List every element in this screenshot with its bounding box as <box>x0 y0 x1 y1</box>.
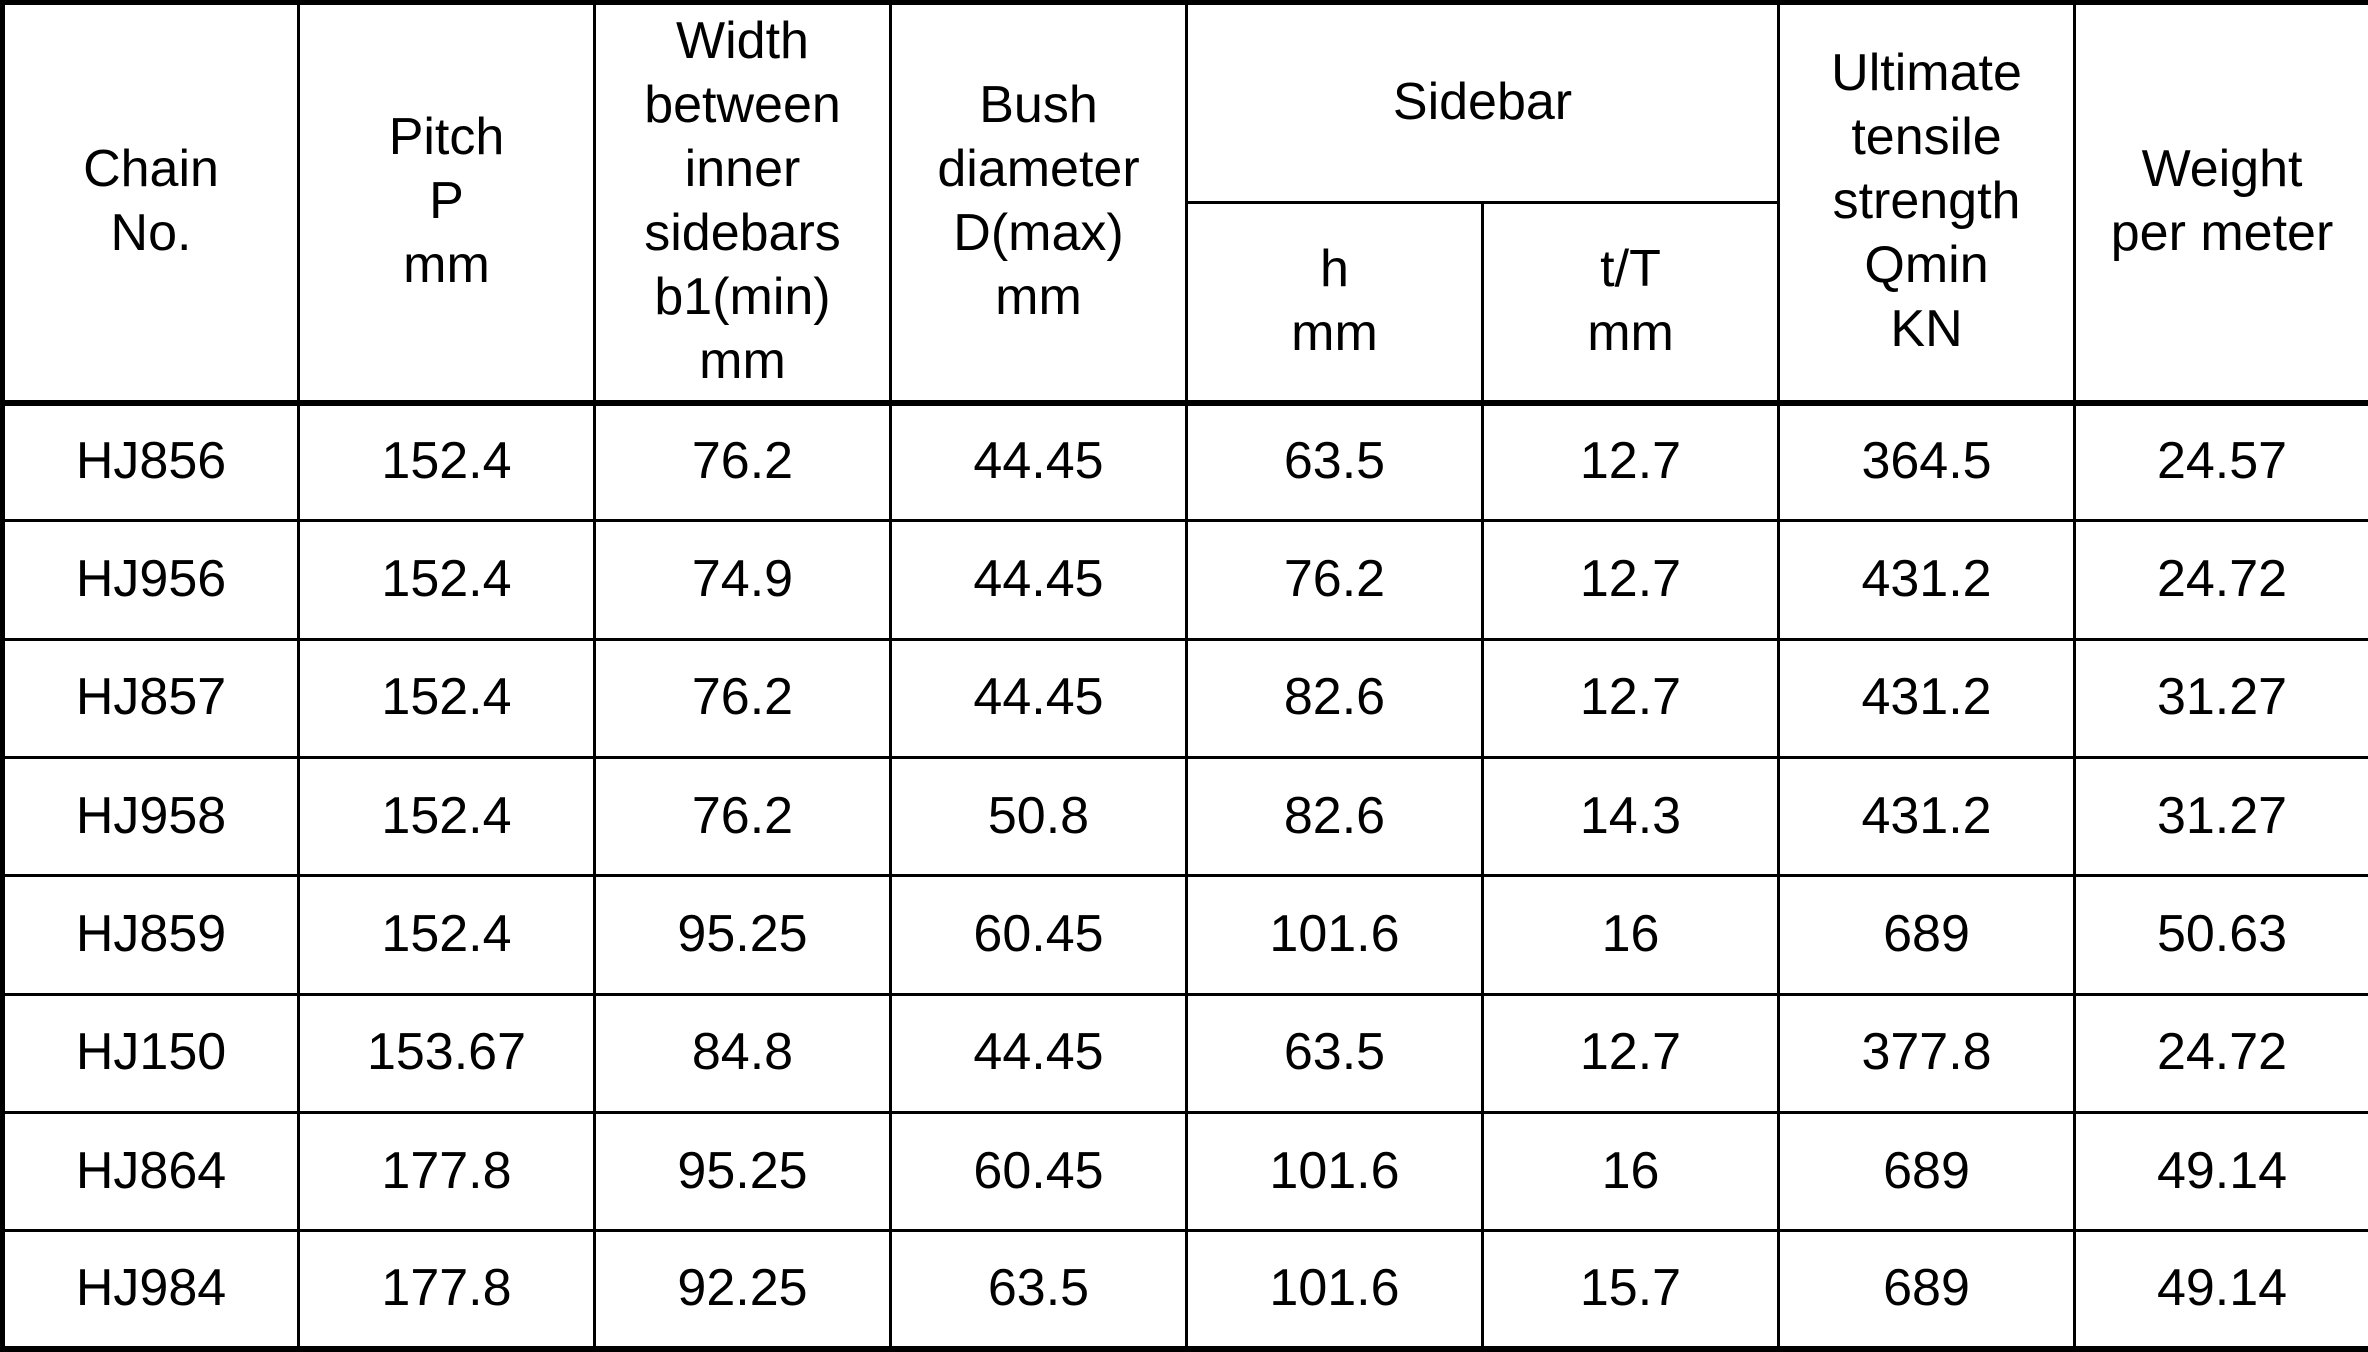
cell-bush-diameter: 44.45 <box>889 519 1188 641</box>
table-row-hj857: HJ857 152.4 76.2 44.45 82.6 12.7 431.2 3… <box>1 637 2368 759</box>
table-row-hj984: HJ984 177.8 92.25 63.5 101.6 15.7 689 49… <box>1 1229 2368 1352</box>
cell-pitch: 177.8 <box>297 1229 596 1352</box>
cell-weight-per-meter: 31.27 <box>2073 755 2368 878</box>
cell-sidebar-h: 76.2 <box>1185 519 1484 641</box>
cell-width-inner-sidebars: 76.2 <box>593 637 892 759</box>
cell-weight-per-meter: 24.72 <box>2073 992 2368 1114</box>
cell-chain-no: HJ956 <box>1 519 300 641</box>
cell-ultimate-tensile-strength: 364.5 <box>1777 399 2077 523</box>
table-row-hj958: HJ958 152.4 76.2 50.8 82.6 14.3 431.2 31… <box>1 755 2368 878</box>
cell-bush-diameter: 50.8 <box>889 755 1188 878</box>
cell-chain-no: HJ859 <box>1 874 300 996</box>
cell-sidebar-h: 82.6 <box>1185 637 1484 759</box>
cell-sidebar-h: 82.6 <box>1185 755 1484 878</box>
cell-weight-per-meter: 49.14 <box>2073 1229 2368 1352</box>
cell-width-inner-sidebars: 76.2 <box>593 755 892 878</box>
cell-ultimate-tensile-strength: 689 <box>1777 1110 2077 1233</box>
cell-sidebar-h: 101.6 <box>1185 874 1484 996</box>
cell-weight-per-meter: 24.72 <box>2073 519 2368 641</box>
col-group-header-sidebar: Sidebar <box>1184 1 1781 204</box>
cell-width-inner-sidebars: 84.8 <box>593 992 892 1114</box>
cell-pitch: 153.67 <box>297 992 596 1114</box>
cell-weight-per-meter: 24.57 <box>2073 399 2368 523</box>
cell-chain-no: HJ958 <box>1 755 300 878</box>
cell-weight-per-meter: 49.14 <box>2073 1110 2368 1233</box>
cell-ultimate-tensile-strength: 689 <box>1777 1229 2077 1352</box>
cell-sidebar-t-T: 12.7 <box>1480 519 1781 641</box>
table-row-hj856: HJ856 152.4 76.2 44.45 63.5 12.7 364.5 2… <box>1 399 2368 523</box>
cell-width-inner-sidebars: 95.25 <box>593 874 892 996</box>
cell-sidebar-h: 63.5 <box>1185 992 1484 1114</box>
cell-pitch: 152.4 <box>297 755 596 878</box>
col-header-pitch: Pitch P mm <box>297 1 596 404</box>
table-row-hj150: HJ150 153.67 84.8 44.45 63.5 12.7 377.8 … <box>1 992 2368 1114</box>
cell-width-inner-sidebars: 76.2 <box>593 399 892 523</box>
cell-sidebar-t-T: 14.3 <box>1480 755 1781 878</box>
cell-sidebar-h: 101.6 <box>1185 1229 1484 1352</box>
cell-width-inner-sidebars: 92.25 <box>593 1229 892 1352</box>
cell-bush-diameter: 44.45 <box>889 399 1188 523</box>
cell-ultimate-tensile-strength: 431.2 <box>1777 637 2077 759</box>
header-row-top: Chain No. Pitch P mm Width between inner… <box>1 1 2368 404</box>
cell-pitch: 152.4 <box>297 874 596 996</box>
cell-sidebar-h: 101.6 <box>1185 1110 1484 1233</box>
table-body: HJ856 152.4 76.2 44.45 63.5 12.7 364.5 2… <box>1 399 2368 1352</box>
cell-bush-diameter: 60.45 <box>889 1110 1188 1233</box>
table-header: Chain No. Pitch P mm Width between inner… <box>1 1 2368 404</box>
cell-pitch: 152.4 <box>297 519 596 641</box>
cell-weight-per-meter: 50.63 <box>2073 874 2368 996</box>
table-row-hj956: HJ956 152.4 74.9 44.45 76.2 12.7 431.2 2… <box>1 519 2368 641</box>
cell-sidebar-t-T: 16 <box>1480 1110 1781 1233</box>
cell-width-inner-sidebars: 74.9 <box>593 519 892 641</box>
cell-ultimate-tensile-strength: 431.2 <box>1777 755 2077 878</box>
cell-bush-diameter: 44.45 <box>889 637 1188 759</box>
cell-chain-no: HJ856 <box>1 399 300 523</box>
cell-weight-per-meter: 31.27 <box>2073 637 2368 759</box>
header-row-sub: h mm t/T mm <box>3 201 2368 404</box>
cell-sidebar-t-T: 16 <box>1480 874 1781 996</box>
col-header-sidebar-t-T: t/T mm <box>1480 201 1781 404</box>
cell-ultimate-tensile-strength: 377.8 <box>1777 992 2077 1114</box>
table-row-hj859: HJ859 152.4 95.25 60.45 101.6 16 689 50.… <box>1 874 2368 996</box>
cell-width-inner-sidebars: 95.25 <box>593 1110 892 1233</box>
cell-sidebar-t-T: 12.7 <box>1480 992 1781 1114</box>
col-header-chain-no: Chain No. <box>1 1 300 404</box>
cell-chain-no: HJ857 <box>1 637 300 759</box>
cell-ultimate-tensile-strength: 431.2 <box>1777 519 2077 641</box>
cell-sidebar-t-T: 15.7 <box>1480 1229 1781 1352</box>
col-header-width-between-inner-sidebars: Width between inner sidebars b1(min) mm <box>593 1 892 404</box>
cell-chain-no: HJ984 <box>1 1229 300 1352</box>
col-header-weight-per-meter: Weight per meter <box>2073 1 2368 404</box>
cell-sidebar-t-T: 12.7 <box>1480 399 1781 523</box>
cell-ultimate-tensile-strength: 689 <box>1777 874 2077 996</box>
table-row-hj864: HJ864 177.8 95.25 60.45 101.6 16 689 49.… <box>1 1110 2368 1233</box>
cell-sidebar-t-T: 12.7 <box>1480 637 1781 759</box>
cell-chain-no: HJ864 <box>1 1110 300 1233</box>
cell-pitch: 177.8 <box>297 1110 596 1233</box>
cell-bush-diameter: 63.5 <box>889 1229 1188 1352</box>
col-header-bush-diameter: Bush diameter D(max) mm <box>889 1 1188 404</box>
cell-sidebar-h: 63.5 <box>1185 399 1484 523</box>
col-header-ultimate-tensile-strength: Ultimate tensile strength Qmin KN <box>1777 1 2077 404</box>
cell-bush-diameter: 44.45 <box>889 992 1188 1114</box>
cell-bush-diameter: 60.45 <box>889 874 1188 996</box>
cell-pitch: 152.4 <box>297 637 596 759</box>
cell-pitch: 152.4 <box>297 399 596 523</box>
cell-chain-no: HJ150 <box>1 992 300 1114</box>
col-header-sidebar-h: h mm <box>1185 201 1484 404</box>
